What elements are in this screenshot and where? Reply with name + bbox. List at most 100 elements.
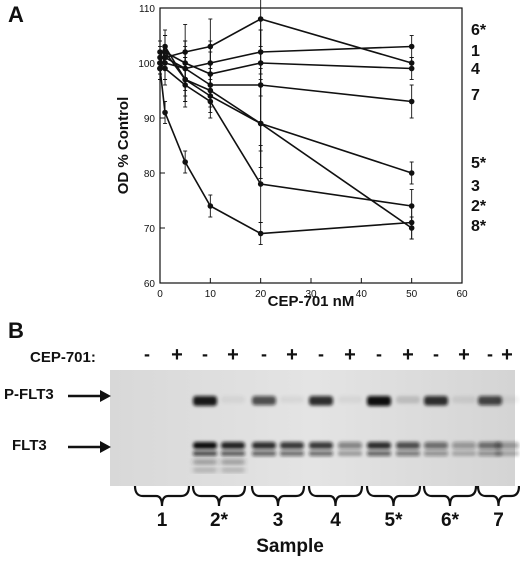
p-flt3-band <box>193 396 217 406</box>
series-line <box>159 50 412 75</box>
data-point <box>207 203 214 209</box>
sample-brace <box>307 485 364 507</box>
data-point <box>162 49 168 55</box>
western-blot-image <box>110 370 519 486</box>
series-label: 4 <box>471 61 480 78</box>
sample-brace <box>133 485 191 507</box>
lane-sign: + <box>402 344 414 366</box>
p-flt3-band <box>221 396 245 404</box>
flt3-band <box>367 442 391 449</box>
flt3-band <box>252 451 276 456</box>
data-point <box>182 159 188 165</box>
x-axis-label: CEP-701 nM <box>268 293 355 310</box>
data-point <box>182 76 188 83</box>
lane-sign: - <box>144 344 150 364</box>
flt3-band <box>309 451 333 456</box>
data-point <box>207 87 214 94</box>
x-tick-label: 40 <box>356 289 368 300</box>
data-point <box>408 219 415 226</box>
lane-sign: - <box>487 344 493 364</box>
y-axis-label: OD % Control <box>115 97 132 195</box>
flt3-lower-band <box>221 468 245 472</box>
sample-brace-row <box>133 485 520 507</box>
sample-label: 1 <box>156 510 168 531</box>
y-tick-label: 110 <box>139 4 155 15</box>
flt3-band <box>280 442 304 449</box>
flt3-band <box>193 442 217 449</box>
data-point <box>257 230 264 237</box>
flt3-band <box>221 442 245 449</box>
series-label: 6* <box>471 22 487 39</box>
x-tick-label: 10 <box>205 289 217 300</box>
p-flt3-band <box>309 396 333 406</box>
flt3-band <box>338 451 362 456</box>
flt3-band <box>424 451 448 456</box>
flt3-band <box>452 451 476 456</box>
lane-sign: + <box>501 344 513 366</box>
sample-label: 5* <box>384 510 403 531</box>
sample-brace <box>250 485 306 507</box>
series-label: 5* <box>471 155 487 172</box>
treatment-label: CEP-701: <box>30 349 96 366</box>
p-flt3-band <box>396 396 420 404</box>
lane-sign: - <box>202 344 208 364</box>
data-point <box>257 120 264 127</box>
data-point <box>257 181 264 187</box>
x-tick-label: 60 <box>456 289 468 300</box>
band-label-p-flt3: P-FLT3 <box>4 386 54 403</box>
series-line <box>160 51 413 229</box>
p-flt3-band <box>252 396 276 406</box>
lane-sign: + <box>286 344 298 366</box>
series-label: 1 <box>471 43 480 60</box>
plot-frame <box>159 7 463 284</box>
p-flt3-band <box>424 396 448 406</box>
data-point <box>408 170 415 176</box>
data-point <box>408 43 415 50</box>
x-tick-label: 50 <box>406 289 418 300</box>
sample-label: 3 <box>272 510 284 531</box>
lane-sign: + <box>171 344 183 366</box>
lane-sign: + <box>344 344 356 366</box>
flt3-band <box>495 442 519 449</box>
line-chart: 60 70 80 90 100 110 0 10 20 30 40 50 60 CEP-701 nM OD … <box>115 0 487 310</box>
band-label-flt3: FLT3 <box>12 437 47 454</box>
sample-brace <box>422 485 478 507</box>
sample-brace <box>365 485 422 507</box>
p-flt3-band <box>367 396 391 406</box>
arrow-icon <box>68 441 111 453</box>
flt3-band <box>338 442 362 449</box>
x-tick-label: 30 <box>305 289 317 300</box>
flt3-band <box>309 442 333 449</box>
lane-sign: - <box>376 344 382 364</box>
series-label: 3 <box>471 178 480 195</box>
lane-sign: + <box>458 344 470 366</box>
series-label: 8* <box>471 218 487 235</box>
lane-sign: - <box>433 344 439 364</box>
sample-label: 7 <box>493 510 504 531</box>
flt3-band <box>452 442 476 449</box>
p-flt3-band <box>452 396 476 404</box>
arrow-icon <box>68 390 111 402</box>
x-tick-label: 20 <box>255 289 267 300</box>
y-tick-label: 100 <box>138 59 155 70</box>
data-point <box>157 65 163 72</box>
flt3-band <box>424 442 448 449</box>
flt3-band <box>193 451 217 456</box>
y-tick-label: 80 <box>144 169 156 180</box>
sample-axis-title: Sample <box>256 536 324 557</box>
lane-sign: + <box>227 344 239 366</box>
series-line <box>159 68 412 235</box>
sample-label: 4 <box>330 510 341 531</box>
p-flt3-band <box>495 396 519 404</box>
flt3-lower-band <box>221 460 245 464</box>
data-point <box>157 49 163 55</box>
flt3-band <box>396 451 420 456</box>
sample-brace <box>191 485 247 507</box>
lane-sign: - <box>261 344 267 364</box>
p-flt3-band <box>280 396 304 404</box>
sample-label: 2* <box>210 510 228 531</box>
flt3-band <box>280 451 304 456</box>
data-point <box>162 109 168 116</box>
panel-b-label: B <box>8 318 24 343</box>
lane-sign: - <box>318 344 324 364</box>
